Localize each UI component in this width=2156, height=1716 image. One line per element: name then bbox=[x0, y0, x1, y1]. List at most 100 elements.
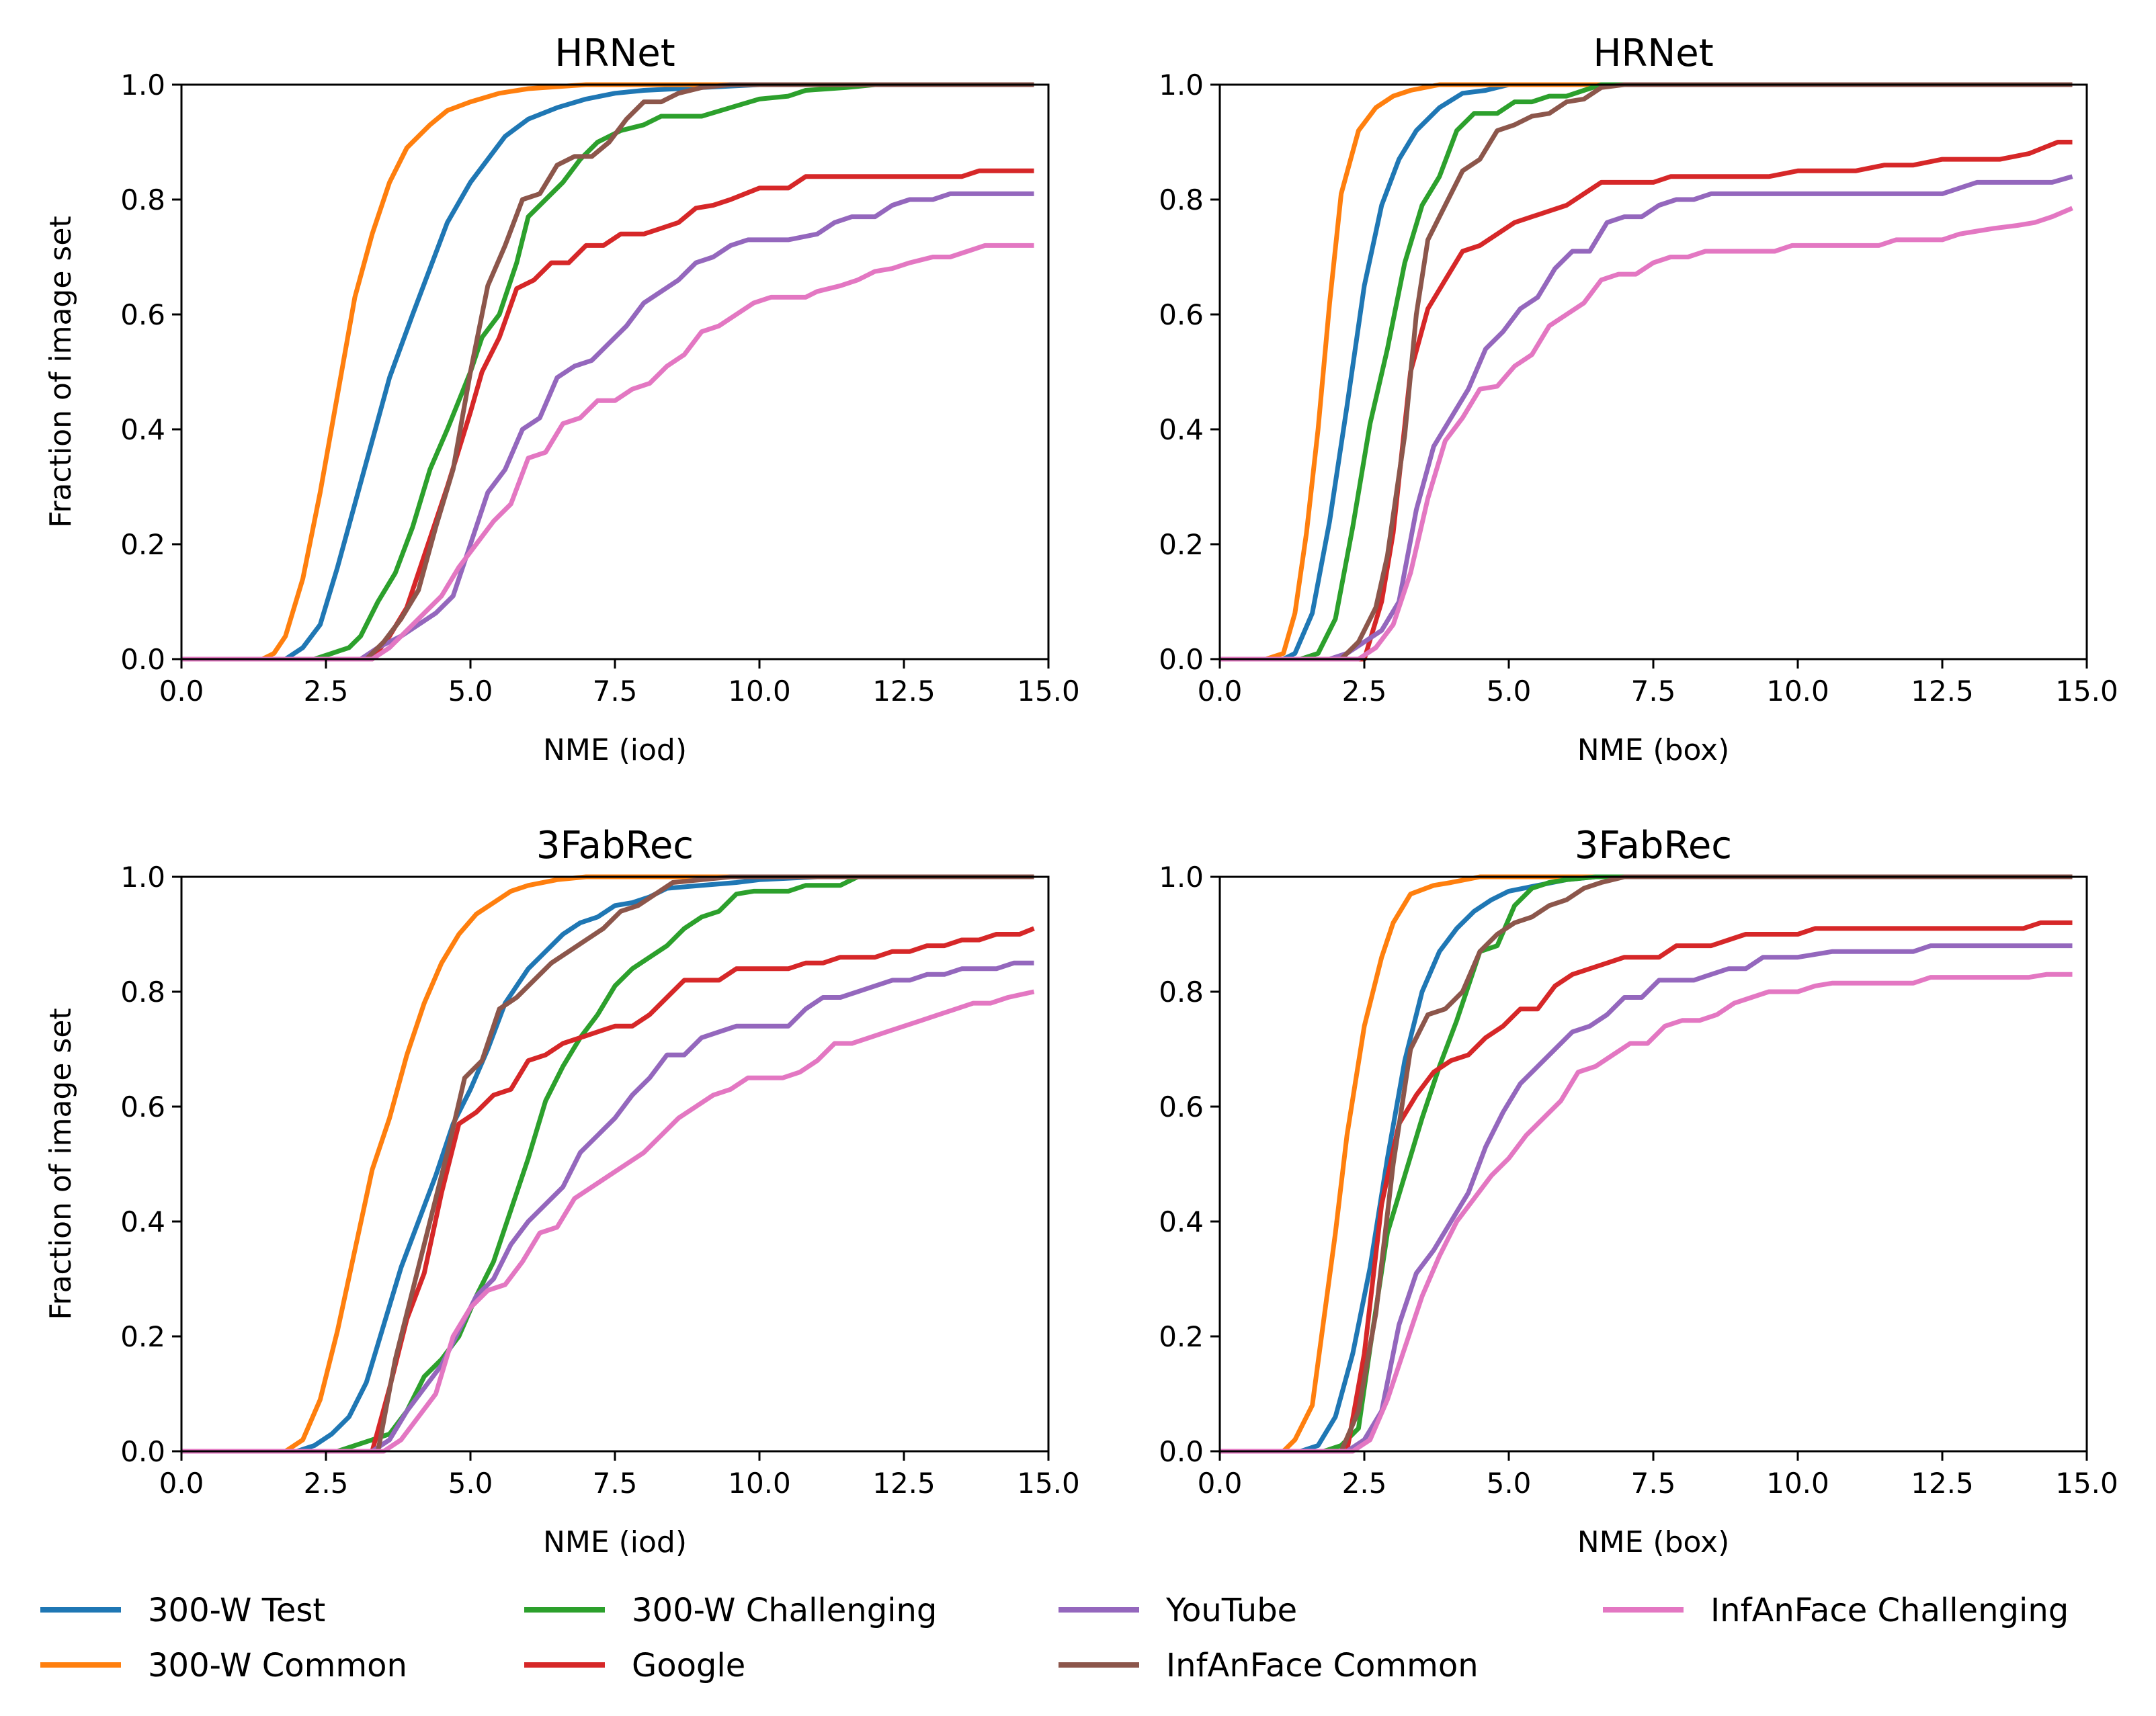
series-line-infanface-challenging bbox=[1220, 972, 2073, 1454]
y-tick-label: 0.8 bbox=[1159, 976, 1204, 1009]
legend-label: 300-W Challenging bbox=[632, 1592, 937, 1629]
series-line-300-w-test bbox=[1220, 82, 2073, 662]
x-tick-label: 10.0 bbox=[728, 1467, 791, 1500]
legend-item-300-w-challenging: 300-W Challenging bbox=[524, 1592, 937, 1629]
x-tick-label: 12.5 bbox=[1911, 1467, 1974, 1500]
series-line-infanface-challenging bbox=[1220, 206, 2073, 662]
series-line-youtube bbox=[1220, 943, 2073, 1454]
series-line-infanface-common bbox=[181, 82, 1034, 662]
legend-item-youtube: YouTube bbox=[1059, 1592, 1297, 1629]
series-line-300-w-challenging bbox=[1220, 874, 2073, 1454]
y-tick-label: 0.6 bbox=[120, 298, 165, 331]
x-tick-label: 12.5 bbox=[872, 1467, 936, 1500]
series-line-300-w-challenging bbox=[181, 82, 1034, 662]
x-axis-label: NME (box) bbox=[1577, 733, 1730, 767]
series-line-infanface-challenging bbox=[181, 243, 1034, 662]
series-line-google bbox=[1220, 920, 2073, 1454]
x-tick-label: 7.5 bbox=[593, 1467, 638, 1500]
series-line-300-w-common bbox=[1220, 82, 2073, 662]
series-line-youtube bbox=[1220, 174, 2073, 662]
series-line-300-w-challenging bbox=[1220, 82, 2073, 662]
x-tick-label: 0.0 bbox=[159, 675, 204, 707]
series-line-300-w-test bbox=[181, 874, 1034, 1454]
x-tick-label: 2.5 bbox=[304, 1467, 349, 1500]
chart-panel-1: 0.0 2.5 5.0 7.5 10.0 12.5 15.0 0.0 0.2 0.4 0.6 0.8 1… bbox=[44, 32, 1080, 767]
chart-panel-3: 0.0 2.5 5.0 7.5 10.0 12.5 15.0 0.0 0.2 0.4 0.6 0.8 1… bbox=[44, 824, 1080, 1559]
series-line-infanface-common bbox=[1220, 874, 2073, 1454]
x-axis-label: NME (iod) bbox=[543, 733, 687, 767]
series-line-300-w-common bbox=[181, 874, 1034, 1454]
series-line-google bbox=[1220, 140, 2073, 662]
x-tick-label: 15.0 bbox=[2055, 1467, 2118, 1500]
x-axis-label: NME (iod) bbox=[543, 1525, 687, 1559]
series-line-youtube bbox=[181, 191, 1034, 662]
y-tick-label: 1.0 bbox=[1159, 861, 1204, 894]
y-tick-label: 0.2 bbox=[120, 528, 165, 561]
y-tick-label: 1.0 bbox=[120, 69, 165, 101]
y-tick-label: 1.0 bbox=[120, 861, 165, 894]
x-tick-label: 7.5 bbox=[1631, 1467, 1676, 1500]
x-tick-label: 10.0 bbox=[728, 675, 791, 707]
y-tick-label: 0.0 bbox=[120, 643, 165, 676]
y-tick-label: 0.4 bbox=[120, 413, 165, 446]
series-line-300-w-common bbox=[181, 82, 1034, 662]
legend-label: YouTube bbox=[1165, 1592, 1297, 1629]
y-tick-label: 0.2 bbox=[1159, 1320, 1204, 1353]
chart-title: 3FabRec bbox=[1575, 824, 1732, 867]
y-tick-label: 0.4 bbox=[1159, 1205, 1204, 1238]
chart-title: HRNet bbox=[1593, 32, 1713, 75]
x-tick-label: 0.0 bbox=[1198, 675, 1243, 707]
x-tick-label: 5.0 bbox=[448, 675, 493, 707]
chart-panel-4: 0.0 2.5 5.0 7.5 10.0 12.5 15.0 0.0 0.2 0.4 0.6 0.8 1… bbox=[1159, 824, 2118, 1559]
series-group bbox=[181, 874, 1035, 1454]
chart-title: 3FabRec bbox=[536, 824, 694, 867]
y-tick-label: 1.0 bbox=[1159, 69, 1204, 101]
series-line-300-w-test bbox=[181, 82, 1034, 662]
x-tick-label: 5.0 bbox=[448, 1467, 493, 1500]
y-tick-label: 0.8 bbox=[1159, 183, 1204, 216]
y-tick-label: 0.6 bbox=[120, 1090, 165, 1123]
y-tick-label: 0.6 bbox=[1159, 298, 1204, 331]
legend-item-300-w-test: 300-W Test bbox=[40, 1592, 325, 1629]
y-axis-label: Fraction of image set bbox=[44, 216, 78, 527]
y-tick-label: 0.4 bbox=[120, 1205, 165, 1238]
series-group bbox=[1220, 874, 2073, 1454]
y-tick-label: 0.4 bbox=[1159, 413, 1204, 446]
legend-label: InfAnFace Challenging bbox=[1710, 1592, 2069, 1629]
y-axis-label: Fraction of image set bbox=[44, 1008, 78, 1320]
x-tick-label: 12.5 bbox=[1911, 675, 1974, 707]
x-tick-label: 5.0 bbox=[1487, 1467, 1532, 1500]
x-tick-label: 15.0 bbox=[2055, 675, 2118, 707]
legend-item-300-w-common: 300-W Common bbox=[40, 1647, 407, 1684]
y-tick-label: 0.2 bbox=[120, 1320, 165, 1353]
x-tick-label: 2.5 bbox=[1342, 1467, 1387, 1500]
x-tick-label: 12.5 bbox=[872, 675, 936, 707]
legend: 300-W Test 300-W Common 300-W Challenging G… bbox=[40, 1592, 2069, 1684]
legend-label: 300-W Common bbox=[148, 1647, 407, 1684]
y-tick-label: 0.6 bbox=[1159, 1090, 1204, 1123]
y-tick-label: 0.0 bbox=[120, 1435, 165, 1468]
legend-item-google: Google bbox=[524, 1647, 745, 1684]
chart-title: HRNet bbox=[554, 32, 675, 75]
x-tick-label: 2.5 bbox=[1342, 675, 1387, 707]
series-line-infanface-common bbox=[181, 874, 1034, 1454]
x-tick-label: 15.0 bbox=[1017, 1467, 1080, 1500]
series-line-infanface-common bbox=[1220, 82, 2073, 662]
y-tick-label: 0.2 bbox=[1159, 528, 1204, 561]
series-line-infanface-challenging bbox=[181, 989, 1035, 1454]
series-line-youtube bbox=[181, 960, 1034, 1454]
y-tick-label: 0.8 bbox=[120, 976, 165, 1009]
series-line-300-w-common bbox=[1220, 874, 2073, 1454]
y-tick-label: 0.8 bbox=[120, 183, 165, 216]
x-tick-label: 10.0 bbox=[1766, 1467, 1829, 1500]
x-tick-label: 7.5 bbox=[1631, 675, 1676, 707]
legend-item-infanface-common: InfAnFace Common bbox=[1059, 1647, 1479, 1684]
x-tick-label: 2.5 bbox=[304, 675, 349, 707]
legend-item-infanface-challenging: InfAnFace Challenging bbox=[1603, 1592, 2069, 1629]
legend-label: Google bbox=[632, 1647, 745, 1684]
x-tick-label: 10.0 bbox=[1766, 675, 1829, 707]
x-tick-label: 15.0 bbox=[1017, 675, 1080, 707]
series-group bbox=[1220, 82, 2073, 662]
x-tick-label: 0.0 bbox=[159, 1467, 204, 1500]
